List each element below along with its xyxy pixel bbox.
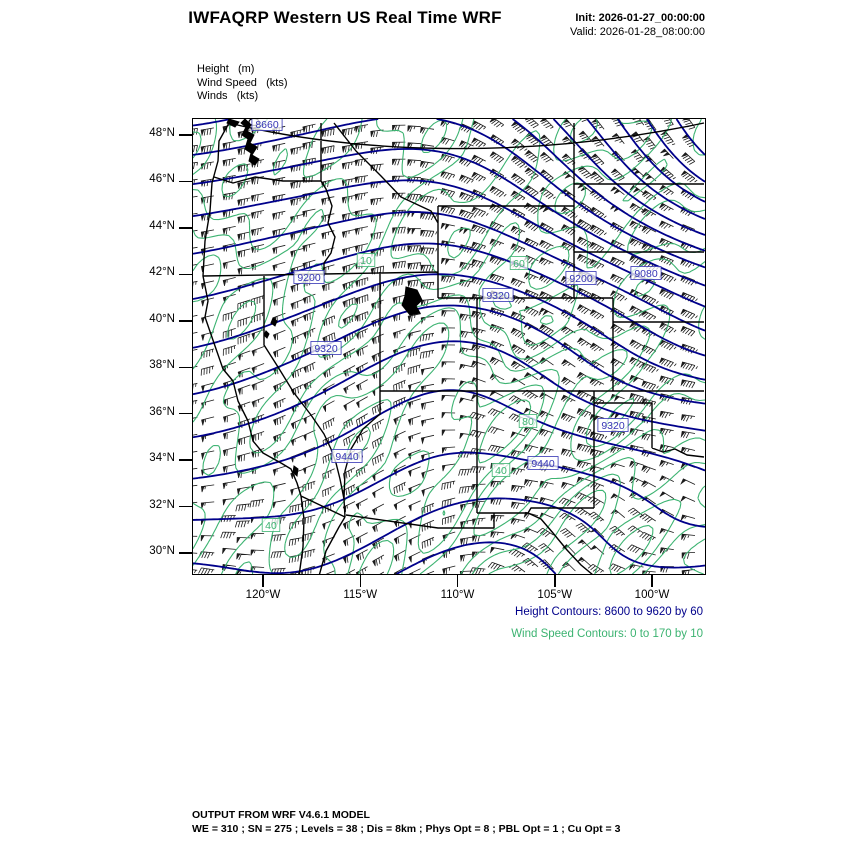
lat-tick bbox=[179, 320, 192, 322]
lat-tick bbox=[179, 505, 192, 508]
height-contour-label: 9200 bbox=[569, 273, 593, 285]
init-time: Init: 2026-01-27_00:00:00 bbox=[575, 12, 705, 24]
footer-model-line: OUTPUT FROM WRF V4.6.1 MODEL bbox=[192, 809, 370, 821]
lat-tick bbox=[179, 459, 192, 461]
lon-tick bbox=[359, 574, 361, 587]
lon-tick-label: 120°W bbox=[245, 589, 281, 601]
lat-tick-label: 44°N bbox=[149, 219, 175, 232]
lat-tick bbox=[179, 412, 192, 415]
lat-tick bbox=[179, 273, 192, 276]
height-contour-note: Height Contours: 8600 to 9620 by 60 bbox=[515, 606, 703, 618]
wind-speed-label-box bbox=[509, 256, 529, 270]
lat-tick-label: 30°N bbox=[149, 545, 175, 558]
height-contours bbox=[193, 119, 705, 574]
wind-speed-label: 40 bbox=[495, 465, 507, 477]
wind-speed-label-box bbox=[261, 518, 281, 532]
plot-title: IWFAQRP Western US Real Time WRF bbox=[188, 8, 502, 27]
height-contour-label-box bbox=[293, 270, 325, 284]
map-frame: 8660 9200 9320 9200 9080 9320 9440 9440 9320 60 10… bbox=[192, 118, 706, 575]
legend-windspeed: Wind Speed (kts) bbox=[197, 76, 288, 89]
height-contour-label-box bbox=[251, 119, 283, 131]
lon-tick-label: 115°W bbox=[343, 589, 378, 601]
height-contour-label-box bbox=[482, 288, 514, 302]
lat-tick bbox=[179, 552, 192, 554]
lon-tick-label: 100°W bbox=[634, 589, 670, 601]
height-contour-label-box bbox=[630, 266, 662, 280]
lat-tick bbox=[179, 366, 192, 368]
height-contour-label: 9440 bbox=[335, 451, 359, 463]
lakes-and-sound bbox=[226, 119, 423, 478]
lon-tick-label: 105°W bbox=[537, 589, 573, 601]
lon-tick bbox=[456, 574, 459, 587]
height-contour-label: 9200 bbox=[297, 272, 321, 284]
windspeed-contour-note: Wind Speed Contours: 0 to 170 by 10 bbox=[511, 628, 703, 640]
lon-tick bbox=[262, 574, 264, 587]
height-contour-label-box bbox=[310, 341, 342, 355]
height-contour-label: 9320 bbox=[486, 290, 510, 302]
height-contour-label: 9320 bbox=[314, 343, 338, 355]
wind-speed-label: 40 bbox=[265, 520, 277, 532]
height-contour-label-box bbox=[565, 271, 597, 285]
height-contour-label: 9440 bbox=[531, 458, 555, 470]
footer-config-line: WE = 310 ; SN = 275 ; Levels = 38 ; Dis … bbox=[192, 823, 621, 835]
lat-tick-label: 48°N bbox=[149, 127, 175, 139]
wind-speed-label-box bbox=[356, 253, 376, 267]
height-contour-label: 9320 bbox=[601, 420, 625, 432]
lon-tick bbox=[554, 574, 556, 587]
wind-speed-label: 10 bbox=[360, 255, 372, 267]
lon-tick-label: 110°W bbox=[440, 589, 475, 601]
height-contour-label-box bbox=[597, 418, 629, 432]
wind-speed-label-box bbox=[518, 414, 538, 428]
wind-speed-label-box bbox=[491, 463, 511, 477]
wind-speed-label: 60 bbox=[513, 258, 525, 270]
valid-time: Valid: 2026-01-28_08:00:00 bbox=[570, 26, 705, 38]
height-contour-label: 9080 bbox=[634, 268, 658, 280]
model-footer: OUTPUT FROM WRF V4.6.1 MODEL WE = 310 ; … bbox=[192, 808, 620, 836]
lat-tick bbox=[179, 180, 192, 183]
legend-height: Height (m) bbox=[197, 63, 255, 75]
height-contour-label: 8660 bbox=[255, 119, 279, 131]
lat-tick-label: 34°N bbox=[149, 452, 175, 465]
lat-tick bbox=[179, 134, 192, 136]
lat-tick-label: 42°N bbox=[149, 266, 175, 279]
height-contour-label-box bbox=[527, 456, 559, 470]
weather-map: 8660 9200 9320 9200 9080 9320 9440 9440 9320 60 10… bbox=[193, 119, 705, 574]
lat-tick bbox=[179, 227, 192, 229]
legend-winds: Winds (kts) bbox=[197, 90, 259, 102]
variable-legend: Height (m) Wind Speed (kts) Winds (kts) bbox=[197, 63, 287, 104]
lon-tick bbox=[651, 574, 653, 587]
lat-tick-label: 38°N bbox=[149, 359, 175, 372]
lat-tick-label: 46°N bbox=[149, 173, 175, 186]
state-borders bbox=[202, 122, 705, 574]
wind-barb-pennants bbox=[200, 119, 690, 574]
lat-tick-label: 32°N bbox=[149, 498, 175, 511]
wind-speed-label: 80 bbox=[522, 416, 534, 428]
lat-tick-label: 40°N bbox=[149, 312, 175, 325]
height-contour-label-box bbox=[331, 449, 363, 463]
init-valid-block: Init: 2026-01-27_00:00:00 Valid: 2026-01… bbox=[570, 11, 705, 39]
lat-tick-label: 36°N bbox=[149, 405, 175, 418]
